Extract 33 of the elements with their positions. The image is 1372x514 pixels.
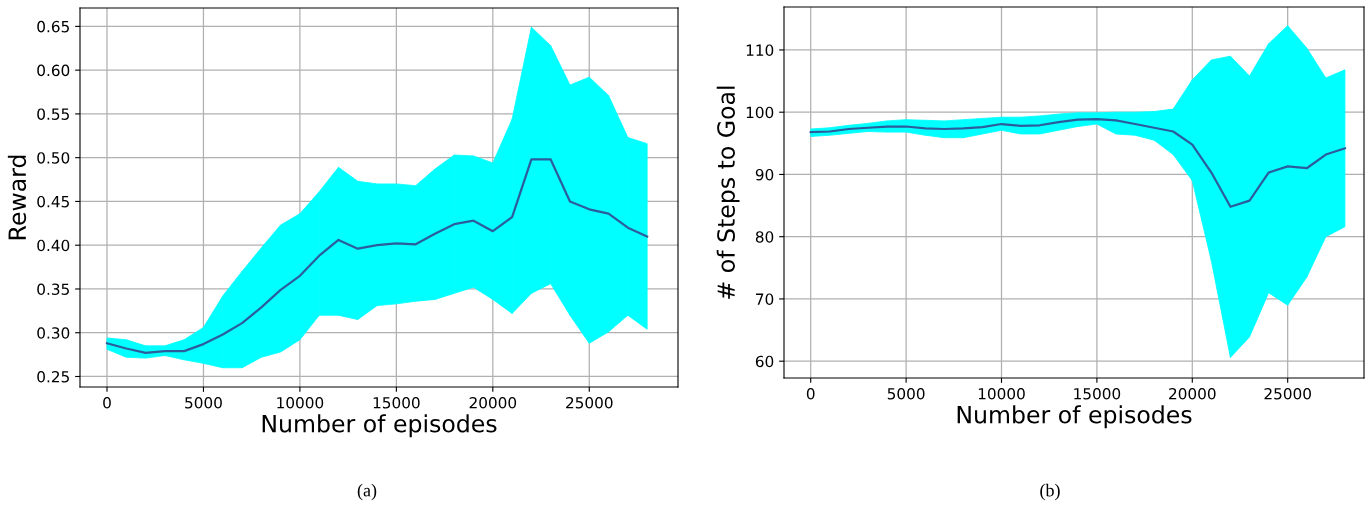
y-axis-title: Reward [7, 155, 27, 240]
text: (b) [1040, 483, 1060, 501]
y-tick-label: 90 [755, 168, 774, 181]
x-tick-label: 0 [103, 396, 111, 409]
x-tick-label: 0 [806, 387, 815, 400]
x-tick-label: 25000 [1264, 387, 1311, 400]
x-axis-title: Number of episodes [262, 414, 497, 438]
x-tick-label: 25000 [566, 396, 613, 409]
y-tick-label: 0.30 [37, 327, 70, 339]
y-tick-label: 0.45 [37, 195, 69, 208]
x-tick-label: 10000 [277, 396, 324, 409]
text: (a) [357, 483, 377, 501]
y-tick-label: 0.55 [37, 108, 69, 120]
y-tick-label: 60 [755, 355, 774, 368]
y-tick-label: 0.50 [37, 152, 70, 164]
y-tick-label: 100 [746, 106, 774, 119]
y-tick-label: 0.25 [37, 370, 69, 383]
y-tick-label: 80 [755, 231, 774, 243]
y-tick-label: 0.65 [37, 20, 69, 33]
x-tick-label: 15000 [1074, 387, 1121, 400]
x-tick-label: 15000 [373, 396, 420, 409]
x-tick-label: 20000 [1169, 387, 1216, 400]
y-tick-label: 0.35 [37, 283, 69, 295]
x-tick-label: 5000 [185, 396, 222, 409]
y-axis-title: # of Steps to Goal [716, 86, 740, 299]
x-tick-label: 5000 [887, 387, 925, 400]
x-tick-label: 20000 [469, 396, 517, 409]
y-tick-label: 0.60 [37, 64, 70, 77]
y-tick-label: 110 [746, 44, 774, 56]
x-axis-title: Number of episodes [957, 405, 1192, 429]
x-tick-label: 10000 [978, 387, 1025, 400]
y-tick-label: 70 [756, 293, 774, 305]
y-tick-label: 0.40 [37, 239, 70, 252]
